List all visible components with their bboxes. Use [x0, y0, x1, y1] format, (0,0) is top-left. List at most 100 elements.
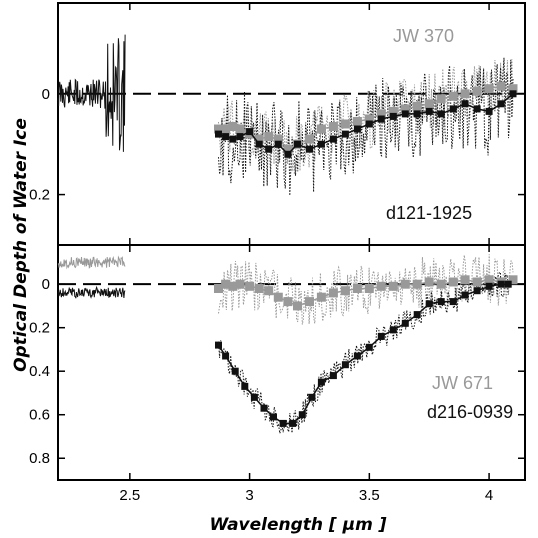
black-data-point — [389, 112, 397, 120]
y-tick-label: 0.8 — [29, 450, 50, 467]
black-data-point — [353, 352, 361, 360]
gray-data-point — [254, 284, 264, 293]
gray-data-point — [364, 114, 374, 124]
gray-data-point — [448, 91, 458, 101]
black-data-point — [260, 404, 268, 412]
gray-data-point — [214, 124, 223, 134]
gray-data-point — [484, 84, 494, 94]
gray-data-point — [436, 94, 446, 104]
y-axis-title: Optical Depth of Water Ice — [11, 118, 31, 372]
black-data-point — [306, 145, 313, 153]
black-data-point — [353, 125, 361, 133]
gray-data-point — [460, 275, 470, 285]
black-data-point — [215, 341, 222, 349]
black-data-point — [365, 120, 373, 128]
gray-data-point — [424, 99, 434, 109]
black-data-point — [377, 332, 385, 340]
black-data-point — [461, 291, 469, 299]
gray-data-point — [412, 101, 422, 111]
black-data-point — [504, 280, 512, 288]
gray-data-point — [293, 301, 302, 311]
x-tick-label: 4 — [485, 487, 493, 504]
y-tick-label: 0.4 — [29, 363, 50, 380]
gray-data-point — [472, 277, 482, 287]
black-data-point — [317, 140, 325, 148]
gray-data-point — [496, 81, 506, 91]
black-data-point — [270, 413, 277, 421]
bottom-gray-series-label: JW 671 — [432, 373, 493, 393]
black-data-point — [401, 110, 409, 118]
gray-data-point — [364, 284, 374, 293]
gray-data-point — [340, 286, 350, 296]
gray-data-point — [214, 284, 223, 293]
black-data-point — [461, 100, 469, 108]
gray-data-point — [221, 279, 231, 289]
x-tick-label: 3 — [245, 487, 253, 504]
black-data-point — [413, 110, 421, 118]
black-data-point — [241, 382, 249, 390]
gray-low-wavelength-spectrum — [57, 255, 126, 270]
x-tick-label: 2.5 — [119, 487, 140, 504]
black-data-point — [274, 140, 282, 148]
gray-data-point — [472, 86, 482, 96]
y-tick-label: 0.2 — [29, 187, 50, 204]
x-axis: 2.5 3 3.5 4 — [119, 487, 493, 504]
gray-data-point — [340, 119, 350, 129]
x-tick-label: 3.5 — [359, 487, 380, 504]
black-data-point — [279, 419, 287, 427]
gray-data-point — [508, 275, 518, 285]
black-noisy-spectrum — [218, 271, 509, 434]
gray-data-point — [283, 144, 293, 154]
y-tick-label: 0 — [42, 276, 50, 293]
gray-data-point — [283, 297, 293, 307]
black-data-point — [389, 326, 397, 334]
gray-data-point — [305, 134, 314, 144]
black-data-point — [329, 135, 337, 143]
black-data-point — [425, 300, 433, 308]
gray-data-point — [273, 134, 283, 144]
black-data-point — [401, 319, 409, 327]
black-data-point — [255, 140, 263, 148]
black-data-point — [473, 105, 481, 113]
black-data-point — [294, 140, 301, 148]
gray-data-point — [484, 275, 494, 285]
black-data-point — [341, 361, 349, 369]
y-tick-label: 0 — [42, 86, 50, 103]
gray-data-point — [448, 277, 458, 287]
gray-data-point — [388, 106, 398, 116]
black-data-point — [329, 372, 337, 380]
black-data-point — [229, 135, 237, 143]
gray-data-point — [316, 292, 326, 302]
black-data-point — [341, 130, 349, 138]
black-data-point — [365, 343, 373, 351]
black-data-point — [215, 130, 222, 138]
black-data-point — [485, 107, 493, 115]
gray-data-point — [376, 109, 386, 119]
black-data-point — [222, 133, 230, 141]
black-data-point — [485, 282, 493, 290]
gray-data-point — [228, 122, 238, 131]
black-binned-line — [218, 93, 514, 156]
black-low-wavelength-spectrum — [57, 34, 126, 152]
gray-data-point — [316, 124, 326, 134]
gray-data-point — [352, 117, 362, 126]
top-gray-series-label: JW 370 — [393, 26, 454, 46]
black-data-point — [437, 110, 445, 118]
black-data-point — [437, 298, 445, 306]
gray-data-point — [245, 281, 255, 291]
black-noisy-spectrum — [218, 57, 514, 196]
black-data-point — [497, 100, 505, 108]
gray-data-point — [235, 279, 245, 289]
gray-data-point — [388, 281, 398, 291]
gray-data-point — [264, 286, 274, 296]
gray-data-point — [508, 84, 518, 94]
black-data-point — [308, 393, 316, 401]
black-data-point — [377, 115, 385, 123]
y-tick-label: 0.6 — [29, 407, 50, 424]
gray-data-point — [352, 284, 362, 293]
gray-data-point — [235, 124, 245, 134]
black-data-point — [284, 150, 292, 158]
gray-data-point — [412, 279, 422, 289]
gray-data-point — [328, 122, 338, 131]
gray-data-point — [400, 279, 410, 289]
